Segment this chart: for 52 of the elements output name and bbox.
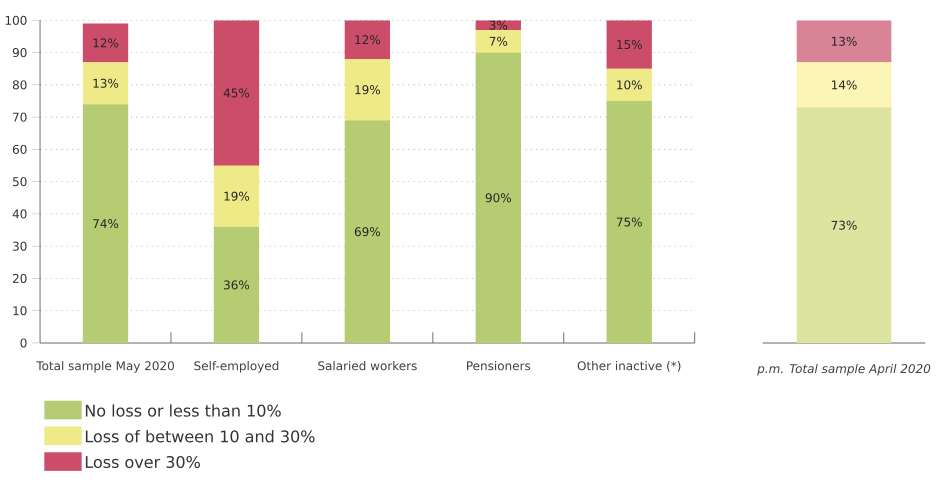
- y-tick-label: 20: [12, 274, 27, 283]
- bar: [82, 62, 128, 104]
- x-tick-label: Pensioners: [467, 361, 530, 370]
- data-label: 90%: [486, 193, 511, 202]
- y-tick-label: 100: [6, 16, 27, 25]
- bar: [606, 20, 652, 69]
- x-tick-label: Salaried workers: [318, 361, 417, 370]
- y-tick-label: 10: [13, 306, 27, 316]
- data-label: 13%: [832, 36, 857, 46]
- x-tick-label: p.m. Total sample April 2020: [757, 364, 930, 376]
- bar: [344, 20, 390, 60]
- x-tick-label: Other inactive (*): [578, 361, 680, 372]
- data-label: 75%: [616, 217, 642, 227]
- bar: [214, 166, 260, 227]
- x-tick-label: Total sample May 2020: [36, 361, 174, 373]
- data-label: 3%: [490, 20, 508, 30]
- y-tick-label: 40: [12, 209, 27, 218]
- bar: [214, 20, 260, 166]
- data-label: 69%: [354, 227, 380, 236]
- data-label: 36%: [224, 280, 250, 290]
- bar: [476, 30, 521, 53]
- bar: [476, 52, 521, 343]
- data-label: 10%: [617, 80, 642, 90]
- data-label: 12%: [355, 35, 380, 44]
- legend-label: Loss of between 10 and 30%: [86, 430, 315, 442]
- data-label: 19%: [355, 85, 380, 94]
- y-tick-label: 80: [12, 80, 27, 90]
- data-label: 45%: [224, 88, 250, 98]
- data-label: 19%: [224, 192, 250, 201]
- bar: [82, 24, 128, 62]
- bar: [606, 68, 652, 102]
- y-tick-label: 50: [13, 177, 27, 186]
- bar: [214, 226, 260, 343]
- data-label: 13%: [94, 78, 118, 88]
- y-tick-label: 60: [12, 144, 27, 154]
- bar: [606, 101, 652, 343]
- legend-label: No loss or less than 10%: [86, 404, 281, 417]
- data-label: 14%: [832, 80, 857, 90]
- y-tick-label: 0: [20, 338, 27, 348]
- x-tick-label: Self-employed: [194, 361, 278, 373]
- data-label: 12%: [94, 38, 118, 48]
- bar: [344, 59, 390, 120]
- data-label: 7%: [490, 36, 508, 46]
- bar: [82, 104, 128, 343]
- y-tick-label: 90: [12, 48, 27, 58]
- data-label: 73%: [832, 220, 857, 230]
- bar: [344, 120, 390, 343]
- legend-label: Loss over 30%: [86, 456, 200, 468]
- y-tick-label: 30: [13, 242, 27, 251]
- data-label: 15%: [617, 40, 642, 50]
- data-label: 74%: [93, 219, 118, 228]
- y-tick-label: 70: [13, 112, 27, 122]
